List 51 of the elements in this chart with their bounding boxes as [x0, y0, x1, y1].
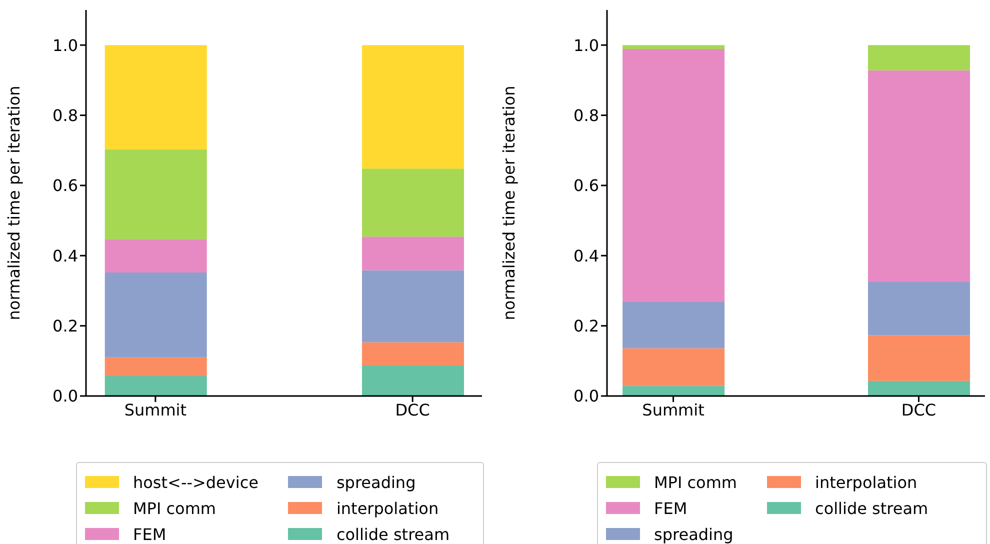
bar — [868, 380, 970, 396]
bar — [362, 270, 464, 342]
y-tick-label: 0.0 — [574, 386, 599, 406]
bar — [622, 386, 725, 396]
y-tick-label: 0.4 — [574, 246, 599, 266]
y-tick-label: 1.0 — [52, 36, 78, 55]
y-tick-label: 1.0 — [574, 36, 599, 55]
bar — [104, 239, 207, 272]
legend-label: collide stream — [815, 498, 928, 518]
bar — [868, 70, 970, 282]
bar — [868, 282, 970, 336]
y-tick-label: 0.2 — [52, 316, 78, 336]
bar — [362, 45, 464, 169]
bar — [104, 357, 207, 376]
legend-label: spreading — [336, 472, 416, 492]
y-tick-label: 0.6 — [52, 176, 78, 196]
y-tick-label: 0.0 — [52, 386, 78, 406]
legend-label: MPI comm — [133, 498, 216, 518]
bar — [362, 365, 464, 396]
bar — [868, 45, 970, 70]
legend-label: interpolation — [815, 472, 918, 492]
bar — [622, 48, 725, 302]
legend-label: FEM — [654, 498, 688, 518]
y-tick-label: 0.8 — [52, 106, 78, 125]
bar — [868, 335, 970, 381]
bar — [104, 376, 207, 396]
legend-label: interpolation — [336, 498, 439, 518]
legend-label: collide stream — [336, 524, 450, 544]
bar — [362, 342, 464, 366]
bar — [362, 236, 464, 270]
x-tick-label: Summit — [124, 400, 187, 420]
y-axis-title: normalized time per iteration — [500, 86, 519, 320]
bar — [104, 272, 207, 358]
bar — [622, 348, 725, 386]
y-tick-label: 0.2 — [574, 316, 599, 336]
bar — [362, 168, 464, 237]
legend-label: MPI comm — [654, 472, 738, 492]
x-tick-label: DCC — [901, 400, 936, 420]
x-tick-label: Summit — [642, 400, 704, 420]
bar — [104, 149, 207, 240]
y-tick-label: 0.8 — [574, 106, 599, 125]
legend-label: host<-->device — [133, 472, 258, 492]
y-tick-label: 0.6 — [574, 176, 599, 196]
y-tick-label: 0.4 — [52, 246, 78, 266]
bar — [622, 45, 725, 49]
x-tick-label: DCC — [395, 400, 430, 420]
legend-label: FEM — [133, 524, 166, 544]
bar — [622, 302, 725, 348]
bar — [104, 45, 207, 150]
legend-label: spreading — [654, 524, 734, 544]
y-axis-title: normalized time per iteration — [4, 86, 24, 320]
